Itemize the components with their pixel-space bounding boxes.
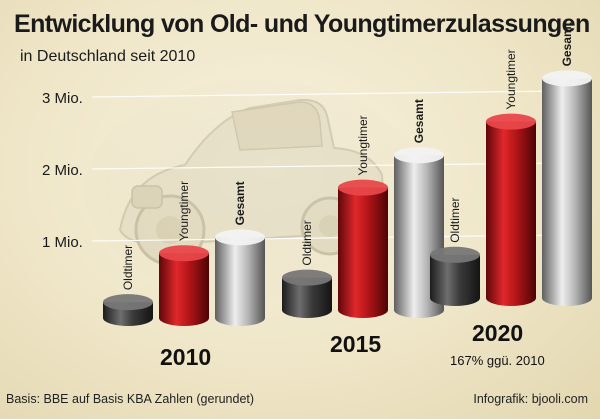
bar-body [215, 237, 265, 318]
category-label: 2020 [472, 320, 523, 346]
labels: 1 Mio. 2 Mio. 3 Mio. Oldtimer Youngtimer Gesa… [42, 22, 574, 370]
bar-cap [282, 269, 332, 286]
bar-cap [430, 246, 480, 263]
bar-youngtimer-2015 [338, 179, 388, 318]
bar-gesamt-2020 [542, 70, 592, 306]
series-label-oldtimer: Oldtimer [448, 197, 462, 242]
series-label-oldtimer: Oldtimer [121, 245, 135, 290]
bars [103, 70, 592, 326]
bar-body [486, 121, 536, 298]
series-label-gesamt: Gesamt [412, 99, 426, 143]
chart-subtitle: in Deutschland seit 2010 [20, 48, 196, 65]
source-note: Basis: BBE auf Basis KBA Zahlen (gerunde… [6, 392, 255, 406]
bar-cap [338, 179, 388, 196]
series-label-oldtimer: Oldtimer [300, 220, 314, 265]
gridlines [91, 90, 561, 242]
bar-base [486, 290, 536, 306]
bar-oldtimer-2020 [430, 246, 480, 306]
bar-gesamt-2010 [215, 229, 265, 326]
bar-cap [103, 294, 153, 311]
bar-base [159, 310, 209, 326]
chart-title: Entwicklung von Old- und Youngtimerzulas… [14, 10, 590, 38]
gridline [91, 90, 561, 98]
bar-cap [215, 229, 265, 246]
bar-base [338, 302, 388, 318]
gridline [91, 162, 561, 170]
y-tick-label: 2 Mio. [42, 162, 83, 179]
gridline [91, 234, 561, 242]
bar-base [542, 290, 592, 306]
bar-cap [486, 113, 536, 130]
bar-youngtimer-2020 [486, 113, 536, 306]
series-label-gesamt: Gesamt [560, 22, 574, 66]
bar-base [430, 290, 480, 306]
series-label-youngtimer: Youngtimer [504, 49, 518, 109]
bar-base [282, 302, 332, 318]
bar-base [215, 310, 265, 326]
growth-annotation: 167% ggü. 2010 [450, 353, 545, 368]
bar-oldtimer-2015 [282, 269, 332, 318]
series-label-youngtimer: Youngtimer [356, 115, 370, 175]
credit-note: Infografik: bjooli.com [473, 392, 588, 406]
category-label: 2010 [160, 344, 211, 370]
series-label-youngtimer: Youngtimer [177, 181, 191, 241]
bar-oldtimer-2010 [103, 294, 153, 326]
bar-cap [542, 70, 592, 87]
y-tick-label: 3 Mio. [42, 90, 83, 107]
bar-cap [394, 147, 444, 164]
bar-youngtimer-2010 [159, 245, 209, 326]
bar-body [159, 253, 209, 318]
category-label: 2015 [330, 331, 381, 357]
y-tick-label: 1 Mio. [42, 234, 83, 251]
bar-base [103, 310, 153, 326]
bar-body [542, 78, 592, 299]
bar-base [394, 302, 444, 318]
bar-cap [159, 245, 209, 262]
bar-body [338, 187, 388, 310]
series-label-gesamt: Gesamt [233, 181, 247, 225]
